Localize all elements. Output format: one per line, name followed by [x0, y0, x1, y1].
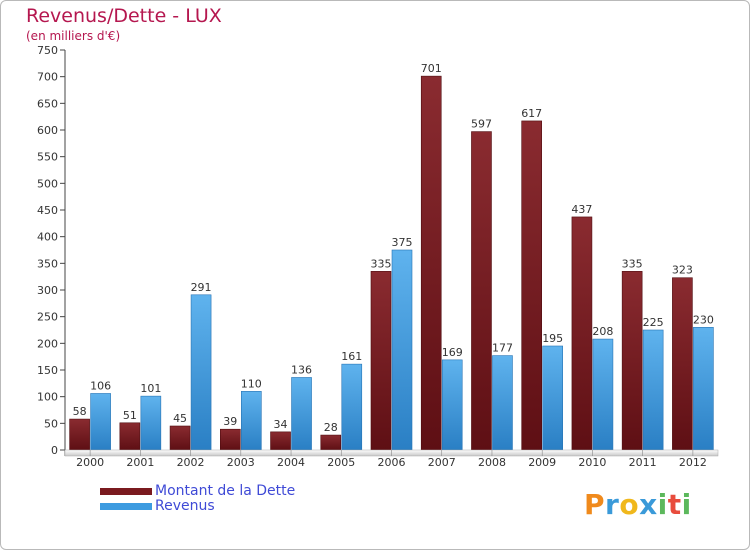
- y-tick-label: 150: [37, 364, 58, 377]
- x-tick-label: 2005: [327, 456, 355, 469]
- bar-revenue-2001: [140, 395, 162, 451]
- data-label-revenue-2011: 225: [643, 316, 664, 329]
- legend-swatch-revenue: [100, 503, 152, 510]
- y-tick-label: 550: [37, 151, 58, 164]
- bar-revenue-2004: [291, 377, 312, 451]
- logo-letter: i: [681, 488, 692, 521]
- bar-revenue-2008: [492, 355, 513, 451]
- bar-debt-2012: [672, 277, 693, 451]
- y-tick-label: 100: [37, 391, 58, 404]
- legend-label-revenue: Revenus: [155, 498, 215, 514]
- data-label-revenue-2007: 169: [442, 346, 463, 359]
- data-label-revenue-2004: 136: [291, 363, 312, 376]
- bar-debt-2010: [571, 216, 593, 451]
- data-label-revenue-2000: 106: [90, 379, 111, 392]
- bar-revenue-2011: [642, 329, 664, 451]
- bar-debt-2007: [420, 75, 442, 451]
- data-label-debt-2012: 323: [672, 264, 693, 277]
- y-tick-label: 400: [37, 231, 58, 244]
- bar-debt-2005: [320, 434, 342, 451]
- bar-revenue-2002: [190, 294, 212, 451]
- y-tick-label: 350: [37, 257, 58, 270]
- bar-debt-2011: [621, 271, 643, 451]
- data-label-debt-2004: 34: [274, 418, 288, 431]
- x-tick-label: 2004: [277, 456, 305, 469]
- x-tick-label: 2003: [227, 456, 255, 469]
- data-label-revenue-2001: 101: [140, 382, 161, 395]
- y-tick-label: 0: [51, 444, 58, 457]
- y-tick-label: 450: [37, 204, 58, 217]
- y-tick-label: 750: [37, 44, 58, 57]
- data-label-revenue-2005: 161: [341, 350, 362, 363]
- data-label-debt-2002: 45: [173, 412, 187, 425]
- bar-debt-2004: [270, 431, 291, 451]
- bar-debt-2009: [521, 120, 542, 451]
- data-label-revenue-2003: 110: [241, 377, 262, 390]
- logo-letter: i: [657, 488, 668, 521]
- legend-swatch-debt: [100, 488, 152, 495]
- bar-revenue-2005: [341, 363, 363, 451]
- x-tick-label: 2008: [478, 456, 506, 469]
- data-label-revenue-2010: 208: [592, 325, 613, 338]
- x-tick-label: 2006: [378, 456, 406, 469]
- data-label-debt-2005: 28: [324, 421, 338, 434]
- logo-letter: x: [639, 488, 658, 521]
- bar-debt-2002: [169, 425, 191, 451]
- y-tick-label: 700: [37, 71, 58, 84]
- bar-revenue-2010: [592, 338, 614, 451]
- bar-revenue-2007: [441, 359, 463, 451]
- y-tick-label: 300: [37, 284, 58, 297]
- legend-label-debt: Montant de la Dette: [155, 483, 296, 499]
- logo-letter: P: [584, 488, 606, 521]
- data-label-debt-2001: 51: [123, 409, 137, 422]
- x-axis: 2000 2001 2002 2003 2004 2005 2006 2007 2008 2009…: [64, 449, 719, 469]
- data-label-revenue-2009: 195: [542, 332, 563, 345]
- x-tick-label: 2001: [126, 456, 154, 469]
- x-tick-label: 2012: [679, 456, 707, 469]
- data-label-debt-2009: 617: [521, 107, 542, 120]
- data-label-debt-2008: 597: [471, 118, 492, 131]
- data-label-debt-2010: 437: [571, 203, 592, 216]
- bar-revenue-2000: [90, 393, 111, 451]
- data-label-revenue-2002: 291: [191, 281, 212, 294]
- logo-letter: r: [605, 488, 620, 521]
- x-tick-label: 2002: [177, 456, 205, 469]
- data-label-revenue-2008: 177: [492, 342, 513, 355]
- x-tick-label: 2010: [578, 456, 606, 469]
- data-label-debt-2000: 58: [73, 405, 87, 418]
- y-tick-label: 50: [44, 417, 58, 430]
- bar-revenue-2006: [391, 249, 413, 451]
- x-tick-label: 2000: [76, 456, 104, 469]
- data-label-revenue-2006: 375: [392, 236, 413, 249]
- logo-letter: o: [619, 488, 640, 521]
- chart-title: Revenus/Dette - LUX: [26, 5, 222, 27]
- x-tick-label: 2009: [528, 456, 556, 469]
- bars: 5810651101452913911034136281613353757011…: [69, 62, 714, 451]
- data-label-debt-2003: 39: [223, 415, 237, 428]
- y-axis: 0 50 100 150 200 250 300 350 400 450 500 550 600 650 7…: [37, 44, 66, 457]
- proxiti-logo: Proxiti: [584, 488, 692, 521]
- data-label-debt-2007: 701: [421, 62, 442, 75]
- bar-debt-2003: [220, 428, 241, 451]
- y-tick-label: 500: [37, 177, 58, 190]
- bar-revenue-2003: [241, 391, 262, 451]
- x-tick-label: 2007: [428, 456, 456, 469]
- logo-letter: t: [667, 488, 682, 521]
- y-tick-label: 600: [37, 124, 58, 137]
- bar-revenue-2012: [693, 327, 714, 451]
- y-tick-label: 650: [37, 97, 58, 110]
- y-tick-label: 200: [37, 337, 58, 350]
- data-label-debt-2006: 335: [371, 257, 392, 270]
- bar-revenue-2009: [542, 345, 563, 451]
- bar-debt-2006: [370, 271, 392, 451]
- y-tick-label: 250: [37, 311, 58, 324]
- data-label-debt-2011: 335: [622, 257, 643, 270]
- bar-debt-2001: [119, 422, 141, 451]
- x-tick-label: 2011: [629, 456, 657, 469]
- data-label-revenue-2012: 230: [693, 313, 714, 326]
- bar-debt-2000: [69, 418, 90, 451]
- bar-debt-2008: [471, 131, 492, 451]
- chart-subtitle: (en milliers d'€): [26, 29, 121, 43]
